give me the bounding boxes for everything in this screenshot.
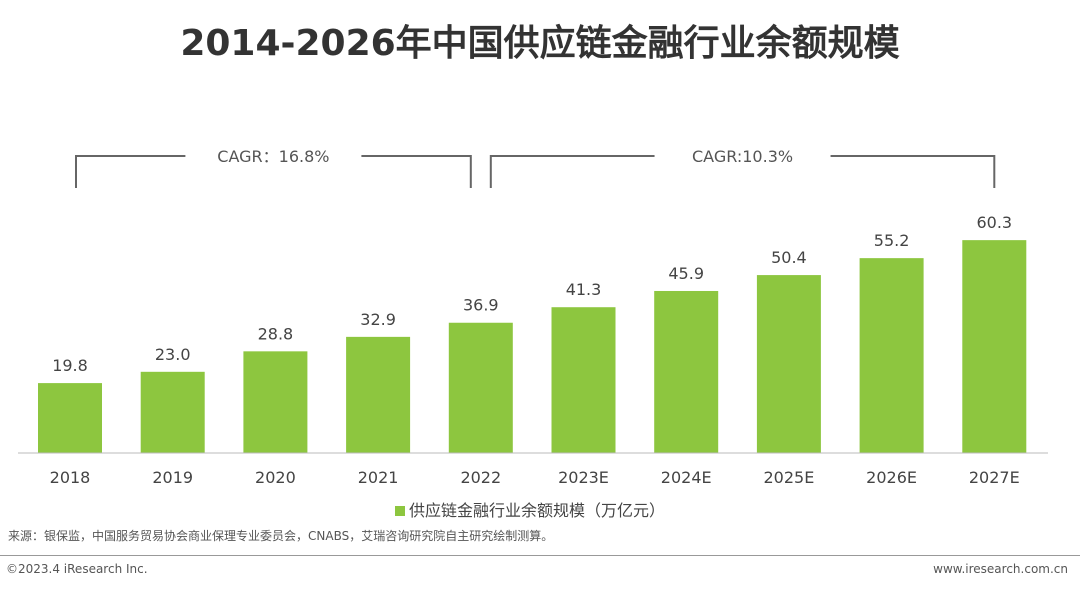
data-label: 32.9 (360, 310, 396, 329)
data-label: 23.0 (155, 345, 191, 364)
bar (654, 290, 719, 453)
legend: 供应链金融行业余额规模（万亿元） (395, 497, 665, 521)
bar (756, 275, 821, 453)
data-label: 60.3 (976, 213, 1012, 232)
data-label: 19.8 (52, 356, 88, 375)
bar (140, 371, 205, 453)
cagr-bracket (75, 155, 472, 188)
data-label: 36.9 (463, 296, 499, 315)
x-tick-label: 2020 (255, 468, 296, 487)
bar (551, 307, 616, 453)
bar (346, 336, 411, 453)
x-tick-label: 2024E (661, 468, 712, 487)
data-label: 41.3 (566, 280, 602, 299)
cagr-label: CAGR：16.8% (217, 147, 329, 166)
data-label: 28.8 (258, 324, 294, 343)
cagr-bracket (489, 155, 996, 188)
website: www.iresearch.com.cn (933, 562, 1068, 576)
x-tick-label: 2027E (969, 468, 1020, 487)
x-tick-label: 2025E (763, 468, 814, 487)
x-tick-label: 2023E (558, 468, 609, 487)
x-tick-label: 2021 (358, 468, 399, 487)
divider (0, 555, 1080, 556)
page-title: 2014-2026年中国供应链金融行业余额规模 (180, 23, 900, 64)
x-tick-label: 2026E (866, 468, 917, 487)
bar (448, 322, 513, 453)
copyright: ©2023.4 iResearch Inc. (6, 562, 148, 576)
bar (243, 351, 308, 453)
source-note: 来源：银保监，中国服务贸易协会商业保理专业委员会，CNABS，艾瑞咨询研究院自主… (8, 529, 554, 543)
data-label: 55.2 (874, 231, 910, 250)
x-tick-label: 2019 (152, 468, 193, 487)
bar (962, 240, 1027, 453)
legend-label: 供应链金融行业余额规模（万亿元） (409, 501, 666, 520)
legend-swatch (395, 506, 405, 516)
data-label: 50.4 (771, 248, 807, 267)
x-tick-label: 2018 (50, 468, 91, 487)
cagr-label: CAGR:10.3% (692, 147, 793, 166)
data-label: 45.9 (668, 264, 704, 283)
x-tick-label: 2022 (460, 468, 501, 487)
bar (38, 383, 102, 453)
bar (859, 258, 924, 453)
